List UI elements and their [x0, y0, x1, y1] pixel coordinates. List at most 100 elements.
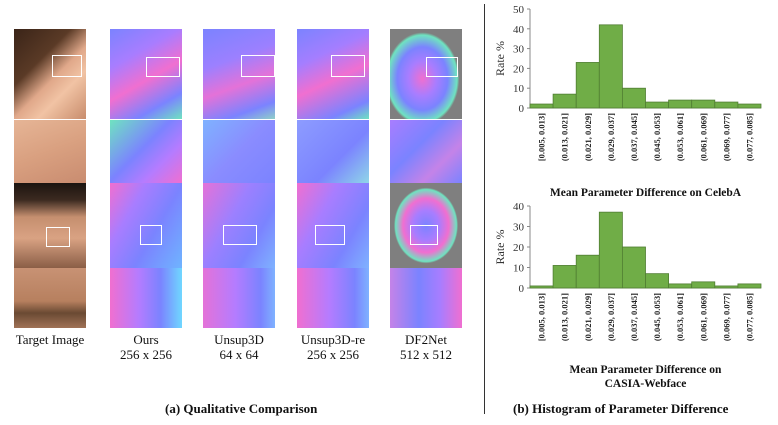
normal-map-unsup3d-re-casia [297, 183, 369, 268]
bar [714, 101, 739, 109]
normal-map-unsup3d-casia [203, 183, 275, 268]
bar [598, 211, 623, 289]
roi-box [46, 227, 70, 247]
bar [737, 283, 762, 289]
chart-title: Mean Parameter Difference on CelebA [550, 187, 742, 199]
bar [691, 281, 716, 289]
category-label: (0.045, 0.053] [652, 113, 662, 161]
column-label-target: Target Image [4, 332, 96, 347]
category-label: [0.005, 0.013] [537, 113, 547, 161]
bar [691, 99, 716, 109]
normal-map-ours-casia-crop [110, 268, 182, 328]
y-tick-label: 20 [513, 63, 525, 75]
target-image-celeba [14, 29, 86, 119]
y-tick-label: 40 [513, 24, 525, 36]
bar [529, 103, 554, 109]
column-label-unsup3d-re: Unsup3D-re 256 x 256 [287, 332, 379, 362]
column-resolution: 512 x 512 [400, 347, 452, 362]
bar [621, 246, 646, 289]
category-label: (0.021, 0.029] [583, 293, 593, 341]
normal-map-df2net-casia [390, 183, 462, 268]
category-label: (0.069, 0.077] [721, 293, 731, 341]
normal-map-unsup3d-re-celeba [297, 29, 369, 119]
bar [668, 99, 693, 109]
category-label: (0.013, 0.021] [560, 113, 570, 161]
normal-map-df2net-celeba-crop [390, 120, 462, 183]
normal-map-df2net-casia-crop [390, 268, 462, 328]
roi-box [140, 225, 162, 245]
roi-box [426, 57, 458, 77]
roi-box [241, 55, 275, 77]
chart-title: CASIA-Webface [605, 378, 687, 390]
y-tick-label: 0 [519, 283, 525, 295]
y-axis-label: Rate % [493, 41, 507, 76]
bar [714, 285, 739, 289]
normal-map-unsup3d-celeba-crop [203, 120, 275, 183]
category-label: (0.053, 0.061] [675, 293, 685, 341]
category-label: (0.053, 0.061] [675, 113, 685, 161]
bar [598, 24, 623, 109]
caption-qualitative: (a) Qualitative Comparison [165, 401, 318, 416]
y-tick-label: 0 [519, 103, 525, 115]
category-label: (0.077, 0.085] [744, 293, 754, 341]
histogram-celeba: 0 10 20 30 40 50 Rate % [0.005, 0.013] (0.013, 0… [493, 4, 762, 199]
column-name: DF2Net [405, 332, 447, 347]
target-crop-celeba [14, 120, 86, 183]
roi-box [315, 225, 345, 245]
column-name: Unsup3D-re [300, 332, 366, 347]
category-label: (0.061, 0.069] [698, 293, 708, 341]
column-label-unsup3d: Unsup3D 64 x 64 [193, 332, 285, 362]
normal-map-unsup3d-casia-crop [203, 268, 275, 328]
panel-divider [484, 4, 485, 414]
bar [737, 103, 762, 109]
y-axis-label: Rate % [493, 230, 507, 265]
bar [529, 285, 554, 289]
category-label: (0.013, 0.021] [560, 293, 570, 341]
caption-histogram: (b) Histogram of Parameter Difference [513, 401, 729, 416]
y-tick-label: 10 [513, 263, 525, 275]
normal-map-unsup3d-re-celeba-crop [297, 120, 369, 183]
bar [575, 254, 600, 289]
column-name: Unsup3D [214, 332, 264, 347]
roi-box [410, 225, 438, 245]
bar [645, 101, 670, 109]
roi-box [331, 55, 365, 77]
roi-box [223, 225, 257, 245]
category-label: (0.021, 0.029] [583, 113, 593, 161]
column-name: Target Image [15, 332, 85, 347]
roi-box [52, 55, 82, 77]
y-tick-label: 30 [513, 44, 525, 56]
normal-map-ours-celeba-crop [110, 120, 182, 183]
column-resolution: 64 x 64 [219, 347, 259, 362]
bar [552, 265, 577, 289]
normal-map-ours-casia [110, 183, 182, 268]
y-tick-label: 50 [513, 4, 525, 16]
bar [645, 273, 670, 289]
category-label: (0.061, 0.069] [698, 113, 708, 161]
category-label: [0.005, 0.013] [537, 293, 547, 341]
category-label: (0.037, 0.045] [629, 293, 639, 341]
column-label-ours: Ours 256 x 256 [100, 332, 192, 362]
y-tick-label: 10 [513, 83, 525, 95]
bar [621, 87, 646, 109]
normal-map-unsup3d-re-casia-crop [297, 268, 369, 328]
column-resolution: 256 x 256 [120, 347, 172, 362]
normal-map-unsup3d-celeba [203, 29, 275, 119]
chart-title: Mean Parameter Difference on [570, 364, 722, 376]
y-tick-label: 30 [513, 222, 525, 234]
target-image-casia [14, 183, 86, 268]
category-label: (0.029, 0.037] [606, 113, 616, 161]
column-label-df2net: DF2Net 512 x 512 [380, 332, 472, 362]
column-name: Ours [133, 332, 159, 347]
category-label: (0.077, 0.085] [744, 113, 754, 161]
bar [552, 93, 577, 109]
target-crop-casia [14, 268, 86, 328]
histogram-casia: 0 10 20 30 40 Rate % [0.005, 0.013] (0.013, 0.0… [493, 201, 762, 390]
normal-map-ours-celeba [110, 29, 182, 119]
normal-map-df2net-celeba [390, 29, 462, 119]
category-label: (0.029, 0.037] [606, 293, 616, 341]
bar [575, 62, 600, 109]
category-label: (0.037, 0.045] [629, 113, 639, 161]
category-label: (0.069, 0.077] [721, 113, 731, 161]
roi-box [146, 57, 180, 77]
